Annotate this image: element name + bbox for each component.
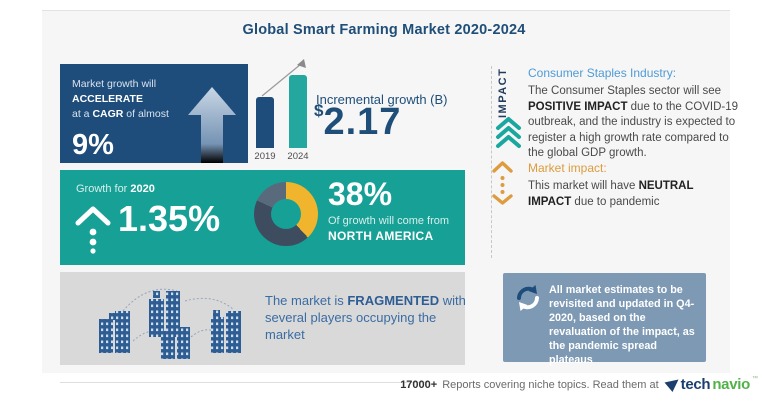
technavio-triangle-icon — [664, 379, 679, 392]
market-impact-heading: Market impact: — [528, 161, 607, 175]
up-arrow-icon — [188, 87, 236, 163]
cagr-value: 9% — [72, 129, 114, 161]
neutral-impact-icon — [492, 161, 513, 205]
impact-vertical-label: IMPACT — [497, 67, 509, 118]
donut-chart — [254, 182, 318, 246]
bar-label-2024: 2024 — [287, 151, 309, 162]
market-impact-body: This market will have NEUTRAL IMPACT due… — [528, 180, 694, 208]
bar-2024 — [289, 75, 307, 148]
page-title: Global Smart Farming Market 2020-2024 — [242, 22, 526, 38]
trend-arrow-icon — [261, 59, 306, 97]
donut-hole — [271, 199, 301, 229]
logo-trademark: ™ — [752, 376, 758, 382]
growth-label: Growth for 2020 — [76, 183, 155, 195]
consumer-staples-body: The Consumer Staples sector will see POS… — [528, 85, 739, 159]
bar-label-2019: 2019 — [254, 151, 276, 162]
growth-value: 1.35% — [118, 198, 221, 239]
fragmented-text: The market is FRAGMENTED with several pl… — [265, 293, 466, 342]
region-share-value: 38% — [328, 176, 393, 212]
footer-text: Reports covering niche topics. Read them… — [442, 378, 659, 391]
currency-symbol: $ — [314, 101, 324, 120]
dashed-separator — [491, 66, 492, 258]
bar-2019 — [256, 97, 274, 148]
region-share-region: NORTH AMERICA — [328, 229, 434, 243]
logo-tech-text: tech — [680, 376, 711, 393]
update-note-box: All market estimates to be revisited and… — [503, 273, 706, 366]
incremental-growth-label: Incremental growth (B) — [316, 92, 448, 107]
cagr-box: Market growth will ACCELERATE at a CAGR … — [60, 64, 248, 163]
buildings-network-icon — [99, 288, 241, 359]
growth-up-arrow-icon — [75, 206, 111, 254]
region-share: 38% Of growth will come from NORTH AMERI… — [328, 176, 449, 243]
consumer-staples-heading: Consumer Staples Industry: — [528, 66, 677, 80]
logo-navio-text: navio — [712, 376, 750, 393]
incremental-growth-value: $2.17 — [314, 101, 402, 143]
refresh-icon — [517, 285, 539, 311]
footer: 17000+ Reports covering niche topics. Re… — [400, 376, 758, 393]
update-note-text: All market estimates to be revisited and… — [549, 284, 695, 366]
region-share-caption: Of growth will come from — [328, 215, 450, 227]
triple-chevron-up-icon — [496, 117, 521, 148]
footer-divider — [60, 382, 428, 383]
cagr-line1: Market growth will ACCELERATE — [72, 78, 157, 105]
cagr-line2: at a CAGR of almost — [72, 108, 169, 120]
growth-2020-box: Growth for 2020 1.35% 38% Of growth will… — [60, 170, 465, 265]
fragmented-box: The market is FRAGMENTED with several pl… — [60, 272, 466, 365]
technavio-logo[interactable]: tech navio ™ — [664, 376, 758, 393]
reports-count: 17000+ — [400, 378, 438, 391]
